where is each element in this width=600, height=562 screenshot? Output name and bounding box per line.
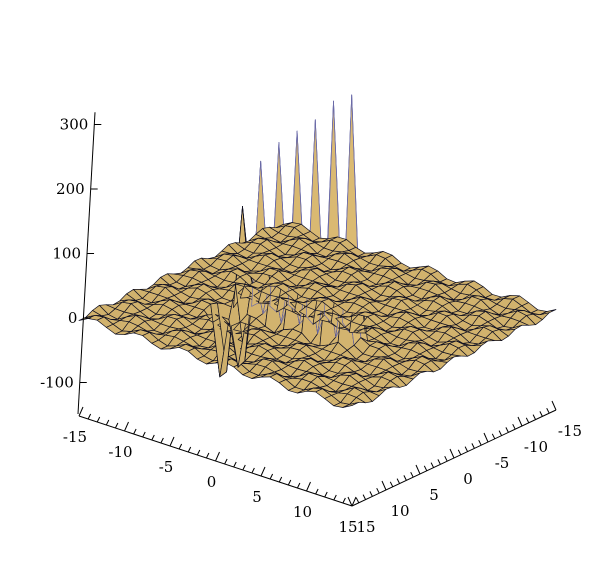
y-tick-mark (423, 465, 428, 472)
y-tick-mark (403, 475, 407, 481)
x-tick-label: 0 (207, 473, 217, 491)
x-tick-mark (287, 479, 292, 486)
x-axis-ticks: -15 -10 -5 0 5 10 15 (63, 406, 358, 536)
y-tick-mark (471, 443, 475, 449)
x-tick-mark (87, 413, 92, 420)
y-tick-mark (369, 491, 373, 497)
y-tick-mark (551, 400, 557, 411)
y-tick-mark (376, 487, 380, 494)
x-tick-mark (306, 481, 311, 492)
y-tick-mark (546, 407, 550, 414)
x-tick-mark (105, 419, 110, 426)
x-tick-mark (205, 452, 210, 459)
surface-mesh (78, 94, 557, 408)
z-tick-label: 200 (56, 180, 85, 198)
axes: -100 0 100 200 300 -15 -10 -5 0 5 10 15 -15 -10 -5 0 5… (40, 112, 582, 536)
x-tick-mark (160, 437, 164, 444)
y-tick-mark (483, 432, 489, 443)
x-tick-mark (133, 428, 137, 435)
z-tick-label: 0 (68, 309, 78, 327)
x-tick-mark (251, 467, 255, 474)
y-tick-mark (457, 449, 462, 456)
surface-patch (539, 309, 557, 316)
x-tick-label: -5 (159, 458, 174, 476)
x-tick-mark (315, 488, 319, 495)
y-tick-mark (539, 411, 543, 417)
y-tick-mark (396, 478, 401, 484)
x-tick-mark (124, 421, 129, 432)
z-tick-label: -100 (40, 374, 74, 392)
x-tick-label: 10 (293, 503, 312, 521)
x-tick-mark (278, 476, 283, 483)
y-tick-label: -15 (558, 422, 582, 440)
x-tick-label: 5 (252, 488, 262, 506)
x-tick-mark (178, 443, 183, 450)
y-tick-mark (347, 496, 353, 507)
x-tick-mark (351, 496, 357, 507)
x-tick-mark (187, 446, 192, 453)
y-tick-mark (449, 448, 455, 459)
y-tick-mark (532, 414, 537, 420)
x-tick-mark (296, 482, 301, 489)
x-tick-label: 15 (338, 518, 357, 536)
x-tick-mark (324, 491, 328, 498)
y-tick-mark (389, 481, 394, 488)
y-tick-mark (355, 497, 360, 504)
y-tick-mark (491, 433, 496, 440)
x-tick-mark (224, 458, 228, 465)
x-tick-mark (114, 422, 119, 429)
y-tick-mark (505, 427, 509, 433)
y-tick-mark (517, 416, 523, 427)
y-tick-mark (444, 455, 448, 462)
x-tick-mark (142, 431, 146, 438)
y-tick-mark (437, 459, 441, 465)
x-tick-mark (96, 416, 101, 423)
y-tick-mark (410, 471, 414, 478)
x-tick-mark (242, 464, 246, 471)
y-tick-mark (415, 464, 421, 475)
y-tick-mark (381, 480, 387, 491)
y-tick-label: 10 (390, 502, 409, 520)
y-tick-mark (512, 423, 516, 430)
y-tick-mark (478, 439, 482, 446)
z-axis-ticks: -100 0 100 200 300 (40, 116, 102, 392)
x-tick-mark (151, 434, 155, 441)
y-tick-label: 5 (429, 486, 439, 504)
x-tick-mark (269, 473, 274, 480)
x-tick-mark (215, 451, 220, 462)
x-tick-mark (342, 497, 346, 504)
y-tick-label: -5 (495, 454, 510, 472)
y-tick-mark (464, 446, 469, 452)
x-tick-mark (233, 461, 237, 468)
x-tick-mark (78, 406, 84, 417)
x-tick-mark (260, 466, 266, 477)
y-tick-mark (525, 417, 530, 424)
y-tick-mark (362, 494, 367, 500)
z-axis-line (77, 112, 96, 415)
z-tick-label: 100 (52, 245, 81, 263)
z-tick-label: 300 (60, 116, 89, 134)
y-axis-ticks: -15 -10 -5 0 5 10 15 (347, 400, 582, 536)
x-tick-label: -15 (63, 428, 87, 446)
x-tick-mark (333, 494, 337, 501)
x-tick-mark (196, 449, 201, 456)
y-tick-mark (430, 462, 435, 468)
y-tick-label: 0 (463, 470, 473, 488)
x-tick-mark (169, 436, 175, 447)
y-tick-label: -10 (524, 438, 548, 456)
y-tick-label: 15 (356, 518, 375, 536)
y-tick-mark (498, 430, 503, 436)
x-tick-label: -10 (108, 443, 132, 461)
